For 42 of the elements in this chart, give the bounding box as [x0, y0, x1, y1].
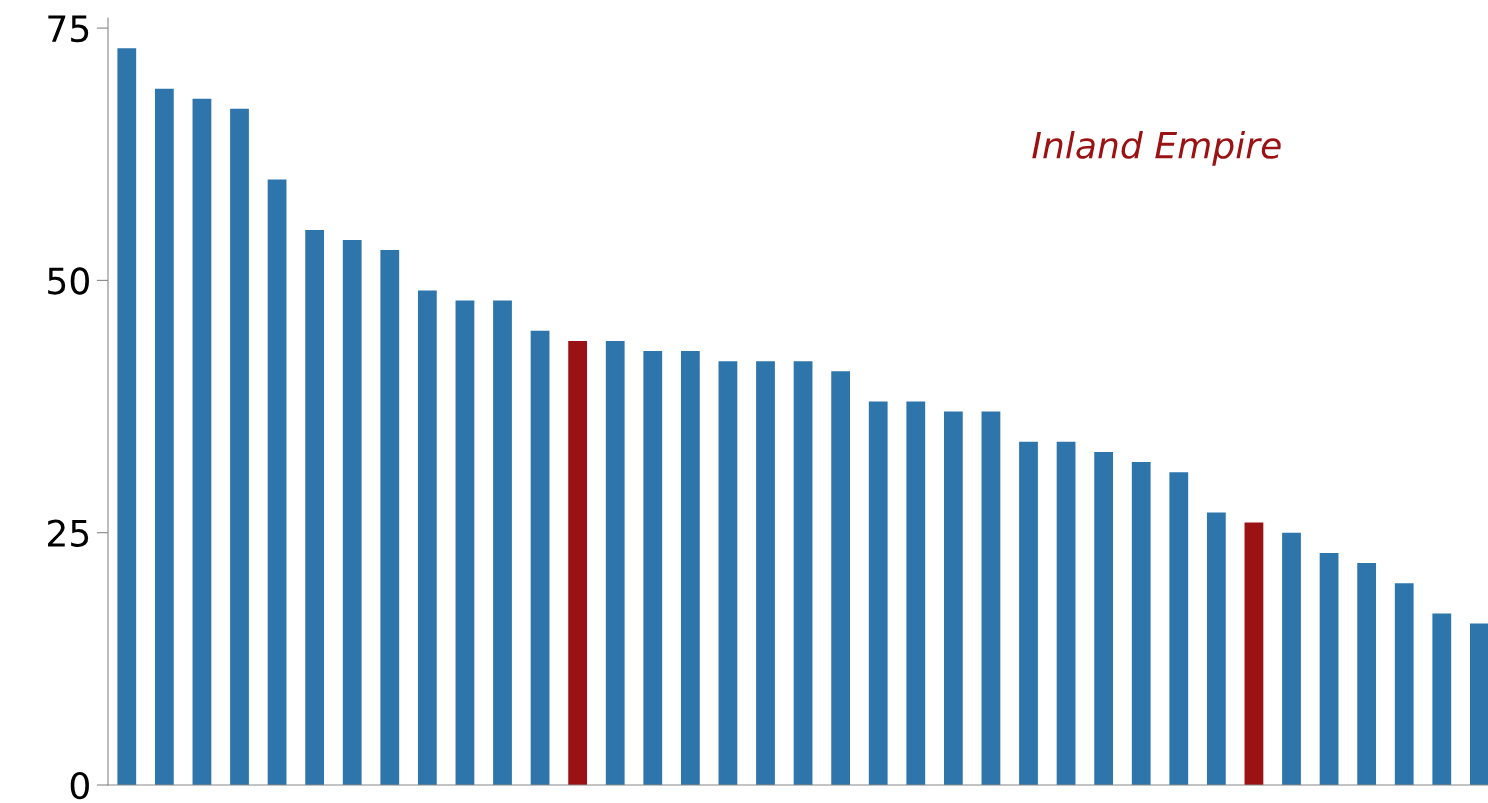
y-tick-label: 75	[48, 15, 89, 43]
bar	[380, 250, 400, 785]
y-tick-label: 50	[48, 267, 89, 295]
bar	[906, 401, 926, 785]
bar	[793, 361, 813, 785]
bar	[605, 340, 625, 785]
bar	[643, 351, 663, 785]
bar	[1131, 462, 1151, 785]
bar	[680, 351, 700, 785]
bar	[267, 179, 287, 785]
bar	[417, 290, 437, 785]
bar	[1094, 451, 1114, 785]
bar	[455, 300, 475, 785]
annotation: Inland Empire	[1032, 130, 1281, 166]
bar	[1019, 441, 1038, 785]
bar	[1394, 583, 1414, 785]
y-tick-label: 0	[70, 771, 89, 800]
y-tick-label: 25	[48, 519, 89, 547]
bar	[868, 401, 888, 785]
bar	[1206, 512, 1226, 785]
bar	[1056, 441, 1076, 785]
bar	[943, 411, 963, 785]
bar	[192, 98, 212, 785]
bar	[1169, 472, 1189, 785]
bar	[1244, 522, 1264, 785]
bar	[568, 340, 588, 785]
bar	[493, 300, 512, 785]
bar	[1432, 613, 1452, 785]
bar	[718, 361, 738, 785]
bar	[230, 108, 249, 785]
bar	[117, 48, 137, 785]
bar	[756, 361, 775, 785]
bar	[1282, 532, 1301, 785]
bar	[1319, 552, 1339, 785]
bar	[154, 88, 174, 785]
bar	[981, 411, 1001, 785]
bar	[1357, 562, 1377, 785]
bar	[831, 371, 851, 785]
bar	[305, 229, 325, 785]
bar	[1469, 623, 1488, 785]
bar	[342, 240, 362, 785]
bar	[530, 330, 550, 785]
